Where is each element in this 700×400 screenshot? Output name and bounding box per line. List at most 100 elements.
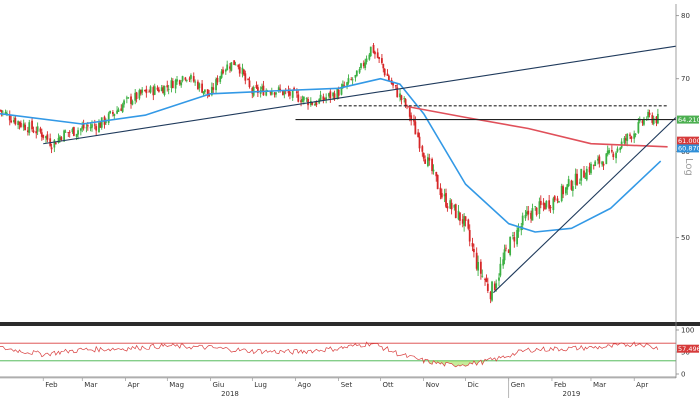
candle-body <box>584 177 587 179</box>
candle-body <box>558 201 560 203</box>
value-badge: 64.2100 <box>677 115 700 124</box>
candle-body <box>14 117 17 125</box>
candle-body <box>85 127 88 129</box>
candle-body <box>647 111 650 118</box>
candle-body <box>525 211 528 215</box>
candle-body <box>262 85 265 96</box>
candle-body <box>270 91 273 95</box>
candle-body <box>117 109 120 112</box>
candle-body <box>111 112 114 114</box>
candle-body <box>8 115 11 121</box>
candle-body <box>26 130 29 133</box>
candle-body <box>219 76 222 82</box>
candle-body <box>238 66 241 74</box>
candle-body <box>116 110 118 114</box>
value-badge-bg <box>677 144 699 153</box>
candle-body <box>4 112 7 114</box>
x-tick-label: Gen <box>511 381 525 389</box>
candle-body <box>60 137 63 140</box>
candle-body <box>13 120 15 123</box>
candle-body <box>566 184 569 190</box>
candle-body <box>355 70 358 77</box>
candle-body <box>652 118 655 124</box>
candle-body <box>486 283 489 291</box>
candle-body <box>59 136 61 140</box>
candle-body <box>63 130 66 142</box>
candle-body <box>261 86 263 90</box>
value-badge-bg <box>677 115 699 124</box>
candle-body <box>350 79 353 80</box>
candle-body <box>564 187 567 194</box>
candle-body <box>583 170 585 178</box>
x-tick-label: Giu <box>212 381 224 389</box>
candle-body <box>545 200 548 208</box>
candle-body <box>457 210 460 220</box>
candle-body <box>626 133 629 141</box>
candle-body <box>255 85 258 89</box>
candle-body <box>436 174 439 190</box>
candle-body <box>297 94 300 102</box>
candle-body <box>6 113 8 115</box>
candle-body <box>446 206 449 209</box>
candle-body <box>571 186 574 191</box>
candle-body <box>548 200 551 209</box>
candle-body <box>135 92 138 99</box>
candle-body <box>287 89 290 94</box>
candle-body <box>40 132 43 137</box>
x-tick-label: Mar <box>593 381 606 389</box>
candle-body <box>479 261 482 274</box>
candle-body <box>42 134 45 138</box>
candle-body <box>275 92 277 95</box>
candle-body <box>127 97 130 99</box>
value-badge: 60.8700 <box>677 144 700 153</box>
y-tick-label: 80 <box>681 12 690 20</box>
candle-body <box>643 118 645 125</box>
candle-body <box>325 97 328 100</box>
candle-body <box>113 113 116 116</box>
candle-body <box>449 200 452 209</box>
candle-body <box>553 196 556 201</box>
candle-body <box>517 227 520 232</box>
candle-body <box>184 77 187 80</box>
candle-body <box>273 92 276 95</box>
candle-body <box>354 75 357 78</box>
candle-body <box>619 147 622 151</box>
candle-body <box>329 91 332 99</box>
candle-body <box>484 278 486 280</box>
candle-body <box>81 126 84 129</box>
candle-body <box>220 71 223 78</box>
candle-body <box>347 78 350 83</box>
candle-body <box>322 96 325 101</box>
candle-body <box>512 235 514 237</box>
candle-body <box>166 85 169 88</box>
candle-body <box>549 206 552 209</box>
candle-body <box>343 85 346 87</box>
candle-body <box>408 107 411 117</box>
candle-body <box>417 132 420 138</box>
candle-body <box>542 202 545 206</box>
candle-body <box>163 85 166 95</box>
candle-body <box>153 86 156 95</box>
candle-body <box>383 68 386 76</box>
candle-body <box>141 89 144 93</box>
candle-body <box>269 92 272 94</box>
candle-body <box>489 292 492 300</box>
candle-body <box>485 278 488 282</box>
candle-body <box>157 89 160 92</box>
candle-body <box>427 157 429 167</box>
candle-body <box>481 275 484 277</box>
candle-body <box>130 96 132 104</box>
candle-body <box>1 111 4 113</box>
candle-body <box>574 173 577 185</box>
candle-body <box>641 120 644 124</box>
candle-body <box>364 62 367 68</box>
candle-body <box>656 113 659 124</box>
moving-average-line <box>406 105 668 148</box>
candle-body <box>360 63 362 69</box>
candle-body <box>358 69 361 73</box>
price-panel <box>0 43 677 304</box>
candle-body <box>77 130 79 135</box>
candle-body <box>35 131 38 134</box>
candle-body <box>229 66 231 69</box>
value-badge-bg <box>677 136 699 145</box>
